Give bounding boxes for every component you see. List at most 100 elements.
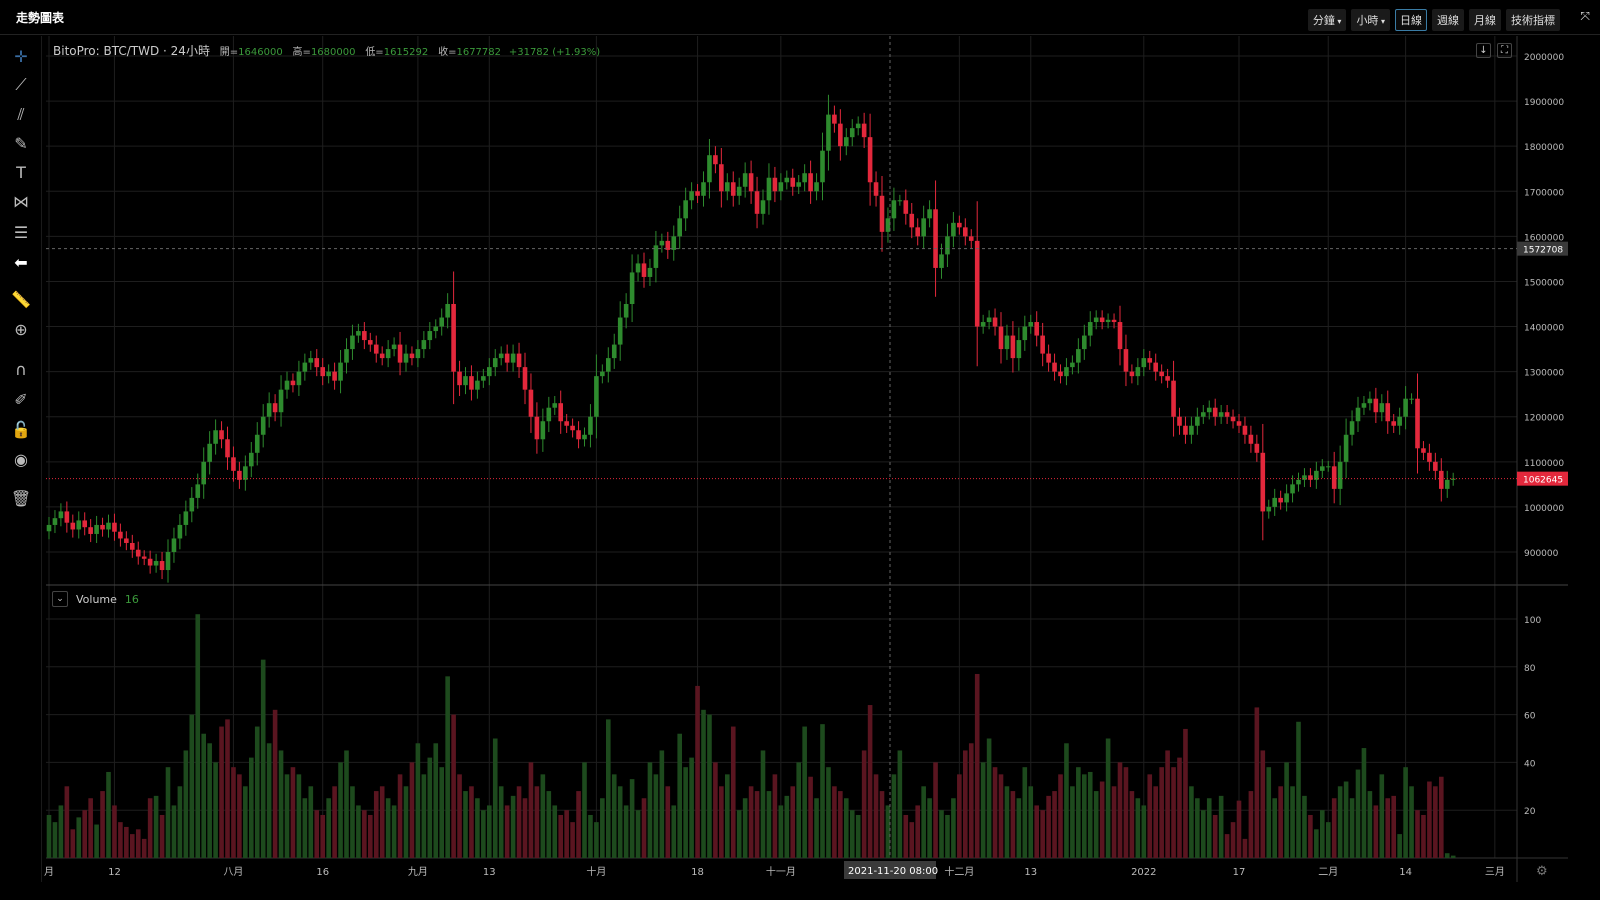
candle-body (302, 362, 308, 372)
crosshair-icon[interactable]: ✛ (14, 47, 28, 66)
candle-body (362, 331, 367, 341)
candle-body (451, 304, 456, 372)
candle-body (112, 522, 117, 532)
multi-line-icon[interactable]: ⫽ (17, 105, 25, 124)
candle-body (243, 466, 248, 480)
fib-icon[interactable]: ☰ (13, 223, 29, 242)
candle-body (647, 267, 653, 277)
volume-bar (266, 743, 272, 858)
last-price-label: 1062645 (1523, 476, 1563, 486)
candle-body (397, 344, 403, 363)
eye-icon[interactable]: ◉ (14, 450, 28, 469)
candle-body (784, 177, 790, 183)
lock-drawing-icon[interactable]: ✐ (14, 390, 28, 409)
brush-icon[interactable]: ✎ (14, 134, 28, 153)
timeframe-button[interactable]: 日線 (1395, 9, 1427, 31)
candle-body (564, 421, 569, 426)
candle-body (689, 191, 694, 201)
price-tick-label: 1600000 (1524, 233, 1564, 243)
crosshair-time-box (844, 861, 936, 879)
candle-body (356, 331, 361, 336)
candle-body (1189, 425, 1194, 435)
candle-body (653, 245, 659, 268)
timeframe-button[interactable]: 技術指標 (1506, 9, 1560, 31)
volume-bar (1320, 810, 1325, 858)
candle-body (1195, 416, 1200, 426)
magnet-icon[interactable]: ∩ (15, 360, 27, 379)
candle-body (1278, 497, 1283, 503)
volume-bar (992, 767, 998, 858)
candle-body (183, 511, 189, 525)
candle-body (130, 542, 135, 550)
timeframe-button[interactable]: 分鐘 ▾ (1307, 9, 1347, 31)
volume-bar (249, 757, 254, 858)
volume-bar (1129, 791, 1135, 858)
trash-icon[interactable]: 🗑 (10, 489, 32, 508)
volume-bar (683, 767, 688, 858)
candle-body (1433, 461, 1438, 471)
volume-bar (308, 786, 314, 858)
candle-body (147, 558, 153, 566)
reset-chart-icon[interactable]: ⛶ (1497, 43, 1512, 58)
volume-bar (903, 814, 909, 858)
volume-tick-label: 80 (1524, 664, 1536, 674)
settings-gear-icon[interactable]: ⚙ (1536, 864, 1548, 879)
volume-bar (838, 791, 843, 858)
volume-bar (1421, 814, 1426, 858)
price-tick-label: 1200000 (1524, 414, 1564, 424)
zoom-in-icon[interactable]: ⊕ (14, 320, 28, 339)
candle-body (1242, 425, 1248, 435)
pattern-icon[interactable]: ⋈ (13, 192, 29, 211)
candle-body (623, 304, 629, 318)
volume-bar (159, 814, 165, 858)
drawing-toolbar: ✛ ⟋ ⫽ ✎ T ⋈ ☰ ⬅ 📏 ⊕ ∩ ✐ 🔓 ◉ 🗑 (0, 36, 42, 882)
candle-body (552, 403, 558, 408)
candle-body (58, 511, 64, 519)
unlock-icon[interactable]: 🔓 (11, 420, 31, 439)
candle-body (1248, 434, 1254, 444)
candle-body (915, 227, 920, 237)
trend-line-icon[interactable]: ⟋ (15, 75, 27, 94)
candle-body (1320, 466, 1325, 471)
crosshair-price-box (1517, 241, 1568, 256)
volume-bar (701, 709, 706, 858)
volume-bar (1331, 798, 1337, 858)
volume-bar (814, 798, 819, 858)
timeframe-button[interactable]: 週線 (1432, 9, 1464, 31)
candle-body (1046, 353, 1051, 363)
candle-body (1117, 322, 1123, 350)
timeframe-button[interactable]: 月線 (1469, 9, 1501, 31)
collapse-chevron-icon[interactable]: ⌄ (52, 591, 68, 607)
volume-bar (921, 786, 926, 858)
volume-bar (487, 805, 492, 858)
time-tick-label: 二月 (1318, 866, 1338, 878)
ruler-icon[interactable]: 📏 (11, 290, 31, 309)
candle-body (415, 349, 421, 359)
scroll-to-latest-icon[interactable]: ↓ (1476, 43, 1491, 58)
volume-bar (1165, 750, 1170, 858)
candle-body (897, 200, 903, 202)
text-icon[interactable]: T (16, 163, 26, 182)
volume-bar (177, 786, 183, 858)
volume-bar (237, 774, 242, 858)
volume-bar (510, 795, 516, 858)
candle-body (1450, 478, 1456, 480)
arrow-left-icon[interactable]: ⬅ (14, 253, 28, 272)
volume-bar (1308, 814, 1313, 858)
candle-body (64, 511, 70, 523)
chevron-down-icon: ▾ (1334, 17, 1342, 26)
volume-bar (1135, 798, 1141, 858)
volume-bar (748, 786, 754, 858)
candle-body (820, 150, 825, 183)
timeframe-button[interactable]: 小時 ▾ (1351, 9, 1390, 31)
volume-bar (1242, 838, 1248, 858)
volume-bar (564, 810, 569, 858)
time-tick-label: 十一月 (766, 865, 796, 878)
volume-label: Volume (76, 592, 117, 606)
fullscreen-icon[interactable]: ⤧ (1580, 9, 1590, 23)
volume-bar (498, 786, 504, 858)
candle-body (1349, 421, 1355, 435)
volume-bar (451, 714, 456, 858)
price-tick-label: 1100000 (1524, 459, 1564, 469)
